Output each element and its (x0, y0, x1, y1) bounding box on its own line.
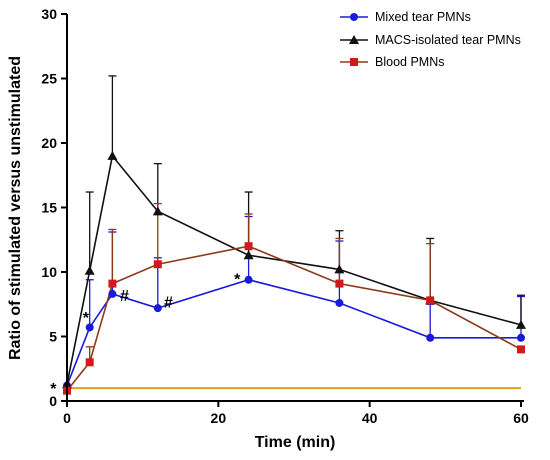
legend-marker-blood (350, 58, 358, 66)
data-point (426, 333, 435, 342)
y-tick-label: 25 (41, 71, 57, 87)
y-tick-label: 10 (41, 264, 57, 280)
legend-marker-mixed (350, 13, 358, 21)
data-point (334, 264, 345, 274)
x-tick-label: 60 (513, 410, 529, 426)
legend-item-macs: MACS-isolated tear PMNs (340, 33, 521, 47)
data-point (244, 275, 253, 284)
data-point (108, 289, 117, 298)
data-point (517, 345, 525, 354)
legend: Mixed tear PMNs MACS-isolated tear PMNs … (340, 10, 521, 69)
data-point (85, 323, 94, 332)
annotation-mark: * (234, 271, 241, 288)
legend-label-mixed: Mixed tear PMNs (375, 10, 471, 24)
series-line (66, 278, 521, 386)
data-point (153, 304, 162, 313)
data-point (517, 333, 525, 342)
error-bars (85, 75, 525, 363)
data-point (426, 296, 435, 305)
y-tick-label: 5 (49, 329, 57, 345)
annotation-mark: # (120, 288, 129, 305)
legend-item-mixed: Mixed tear PMNs (340, 10, 471, 24)
annotation-mark: # (164, 295, 173, 312)
series-markers (62, 150, 526, 395)
data-point (244, 242, 253, 251)
data-point (335, 298, 344, 307)
x-tick-label: 40 (362, 410, 378, 426)
data-point (84, 265, 95, 275)
data-point (107, 150, 118, 160)
series-lines (66, 154, 522, 392)
series-line (66, 245, 522, 392)
y-tick-label: 0 (49, 393, 57, 409)
legend-label-macs: MACS-isolated tear PMNs (375, 33, 521, 47)
annotation-mark: * (50, 381, 57, 398)
x-axis-title: Time (min) (255, 434, 336, 451)
data-point (516, 319, 526, 329)
data-point (243, 250, 254, 260)
data-point (108, 279, 117, 288)
x-tick-label: 20 (211, 410, 227, 426)
legend-marker-macs (349, 35, 359, 44)
data-point (153, 260, 162, 269)
data-point (152, 206, 163, 216)
legend-item-blood: Blood PMNs (340, 55, 444, 69)
y-tick-label: 20 (41, 135, 57, 151)
data-point (335, 279, 344, 288)
data-point (85, 358, 94, 367)
y-axis-title: Ratio of stimulated versus unstimulated (7, 56, 24, 360)
annotation-mark: * (83, 310, 90, 327)
legend-label-blood: Blood PMNs (375, 55, 444, 69)
axes (66, 14, 524, 402)
x-tick-label: 0 (63, 410, 71, 426)
y-tick-label: 15 (41, 200, 57, 216)
ticks: 0 5 10 15 20 25 30 0 20 40 60 (41, 6, 529, 426)
y-tick-label: 30 (41, 6, 57, 22)
series-line (66, 154, 522, 385)
annotations: * * # # * (50, 271, 241, 398)
